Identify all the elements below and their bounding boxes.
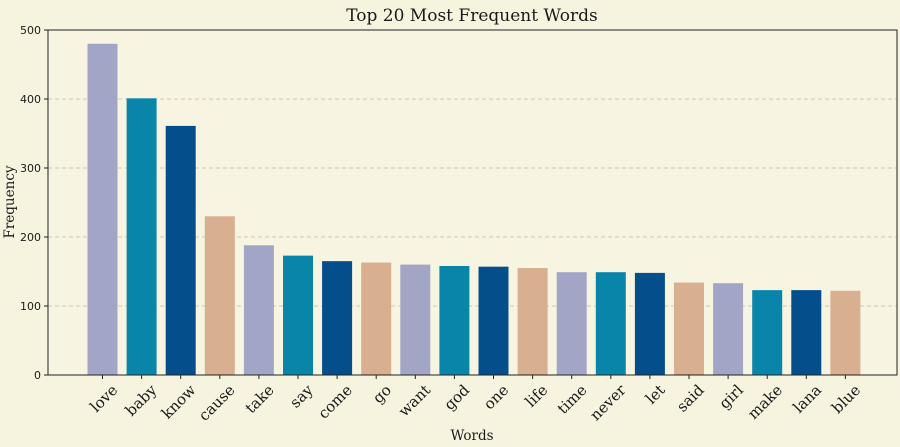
x-axis-label: Words: [450, 428, 493, 444]
bar-said: [674, 282, 704, 375]
bar-one: [478, 266, 509, 375]
bar-say: [283, 255, 313, 375]
plot-frame: [47, 29, 898, 376]
y-axis-ticks: 0 100 200 300 400 500: [20, 24, 48, 382]
bar-know: [165, 125, 196, 375]
bar-time: [556, 272, 587, 375]
bar-cause: [204, 216, 235, 375]
bar-make: [752, 290, 783, 375]
y-tick-label: 0: [34, 369, 41, 382]
y-tick-label: 200: [20, 231, 41, 244]
y-tick-label: 300: [20, 162, 41, 175]
chart-title: Top 20 Most Frequent Words: [346, 6, 598, 26]
bar-life: [517, 268, 548, 375]
y-tick-label: 400: [20, 93, 41, 106]
bar-take: [243, 245, 274, 375]
bar-come: [322, 261, 353, 375]
bar-never: [595, 272, 626, 375]
bar-let: [634, 272, 665, 375]
bar-god: [439, 265, 470, 375]
bar-girl: [713, 283, 744, 375]
y-axis-label: Frequency: [2, 165, 18, 238]
y-tick-label: 500: [20, 24, 41, 37]
bars: [87, 43, 861, 376]
bar-lana: [791, 290, 822, 375]
bar-blue: [830, 290, 861, 375]
bar-go: [361, 262, 392, 375]
bar-baby: [126, 98, 157, 375]
y-tick-label: 100: [20, 300, 41, 313]
bar-love: [87, 43, 118, 376]
bar-want: [400, 264, 431, 375]
